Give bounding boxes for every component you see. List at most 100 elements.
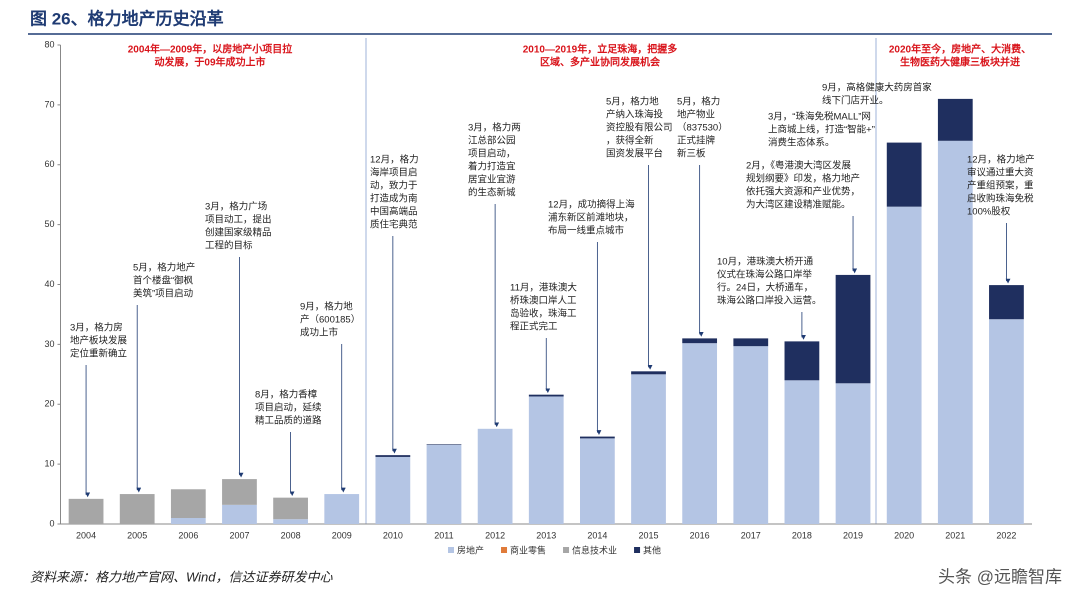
annotation: 地产物业: [677, 109, 715, 121]
annotation: 定位重新确立: [70, 348, 127, 360]
bar-segment: [631, 371, 666, 375]
y-tick-label: 10: [44, 459, 54, 469]
bar-segment: [170, 489, 206, 519]
annotation: 上商城上线，打造“智能+”: [768, 124, 875, 136]
bar-segment: [579, 436, 615, 439]
bar-segment: [528, 394, 564, 397]
x-tick-label: 2004: [76, 530, 96, 540]
annotation: 中国高端品: [370, 206, 418, 218]
bar-segment: [426, 444, 462, 524]
annotation: 审议通过重大资: [967, 167, 1034, 179]
annotation: 仪式在珠海公路口岸举: [717, 269, 813, 281]
y-tick-label: 70: [44, 99, 54, 109]
x-tick-label: 2022: [996, 530, 1016, 540]
bar-segment: [886, 206, 922, 524]
annotation: 的生态新城: [468, 187, 516, 199]
annotation: 9月，高格健康大药房首家: [822, 82, 932, 94]
annotation: 3月，格力广场: [205, 201, 267, 213]
annotation: 海岸项目启: [370, 167, 418, 179]
annotation: 新三板: [677, 148, 706, 160]
bar-segment: [375, 455, 411, 457]
annotation: 岛验收，珠海工: [510, 308, 577, 320]
annotation: 2月，《粤港澳大湾区发展: [746, 160, 852, 172]
bar-segment: [631, 374, 666, 524]
era-heading: 区域、多产业协同发展机会: [540, 56, 660, 69]
annotation: 3月，格力两: [468, 122, 521, 134]
annotation: 浦东新区前滩地块，: [548, 212, 634, 224]
annotation: 精工品质的道路: [255, 415, 322, 427]
bar-segment: [477, 428, 513, 524]
bar-segment: [784, 380, 820, 524]
bar-segment: [784, 341, 820, 381]
annotation: 创建国家级精品: [205, 227, 272, 239]
bar-segment: [682, 338, 718, 344]
annotation: 行。24日，大桥通车，: [717, 282, 813, 294]
annotation: 着力打造宜: [468, 161, 516, 173]
legend-swatch: [563, 547, 570, 553]
bar-segment: [170, 518, 206, 524]
x-tick-label: 2005: [127, 530, 147, 540]
bar-segment: [273, 497, 308, 520]
annotation: 规划纲要》印发，格力地产: [746, 173, 860, 185]
x-tick-label: 2016: [690, 530, 710, 540]
era-heading: 2010—2019年，立足珠海，把握多: [523, 43, 678, 56]
bar-segment: [835, 383, 871, 524]
annotation: 国资发展平台: [606, 148, 663, 160]
y-tick-label: 50: [44, 219, 54, 229]
annotation: 3月，“珠海免税MALL”网: [768, 111, 871, 123]
annotation: 10月，港珠澳大桥开通: [717, 256, 814, 268]
bar-segment: [886, 142, 922, 207]
x-tick-label: 2009: [332, 530, 352, 540]
legend-label: 其他: [643, 544, 661, 555]
x-tick-label: 2010: [383, 530, 403, 540]
annotation: 程正式完工: [510, 321, 558, 333]
x-tick-label: 2011: [434, 530, 453, 540]
annotation: 8月，格力香樟: [255, 389, 318, 401]
annotation: 12月，格力: [370, 154, 419, 166]
y-tick-label: 0: [49, 518, 54, 528]
x-tick-label: 2007: [229, 530, 249, 540]
annotation: 资控股有限公司: [606, 122, 673, 134]
bar-segment: [733, 338, 769, 347]
annotation: 布局一线重点城市: [548, 225, 625, 237]
legend-label: 房地产: [457, 544, 484, 555]
bar-segment: [835, 274, 871, 384]
annotation: 首个楼盘“御枫: [133, 275, 194, 287]
legend-label: 商业零售: [510, 544, 546, 555]
x-tick-label: 2013: [536, 530, 556, 540]
annotation: 启收购珠海免税: [967, 193, 1034, 205]
bar-segment: [937, 140, 973, 525]
annotation: 12月，格力地产: [967, 154, 1035, 166]
annotation: 地产板块发展: [70, 335, 128, 347]
x-tick-label: 2017: [741, 530, 761, 540]
era-heading: 动发展，于09年成功上市: [154, 56, 265, 69]
annotation: 100%股权: [967, 206, 1011, 218]
annotation: 12月，成功摘得上海: [548, 199, 635, 211]
annotation: 正式挂牌: [677, 135, 716, 147]
x-tick-label: 2015: [638, 530, 658, 540]
y-tick-label: 30: [44, 339, 54, 349]
annotation: 项目启动，延续: [255, 402, 322, 414]
source: 资料来源：格力地产官网、Wind，信达证券研发中心: [30, 569, 334, 584]
annotation: 桥珠澳口岸人工: [510, 295, 577, 307]
x-tick-label: 2018: [792, 530, 812, 540]
y-tick-label: 20: [44, 399, 54, 409]
annotation: 消费生态体系。: [768, 137, 835, 149]
y-tick-label: 60: [44, 159, 54, 169]
legend-swatch: [501, 547, 508, 553]
x-tick-label: 2019: [843, 530, 863, 540]
annotation: 居宜业宜游: [468, 174, 516, 186]
bar-segment: [273, 519, 308, 524]
x-tick-label: 2008: [281, 530, 301, 540]
chart-title: 图 26、格力地产历史沿革: [30, 8, 224, 28]
annotation: 产纳入珠海投: [606, 109, 664, 121]
annotation: 美筑”项目启动: [133, 288, 193, 300]
annotation: 依托强大资源和产业优势，: [746, 186, 860, 198]
annotation: 成功上市: [300, 327, 339, 339]
bar-segment: [68, 498, 104, 524]
legend-swatch: [634, 547, 641, 553]
bar-segment: [937, 98, 973, 141]
x-tick-label: 2012: [485, 530, 505, 540]
annotation: 9月，格力地: [300, 301, 353, 313]
annotation: 项目启动，: [468, 148, 516, 160]
